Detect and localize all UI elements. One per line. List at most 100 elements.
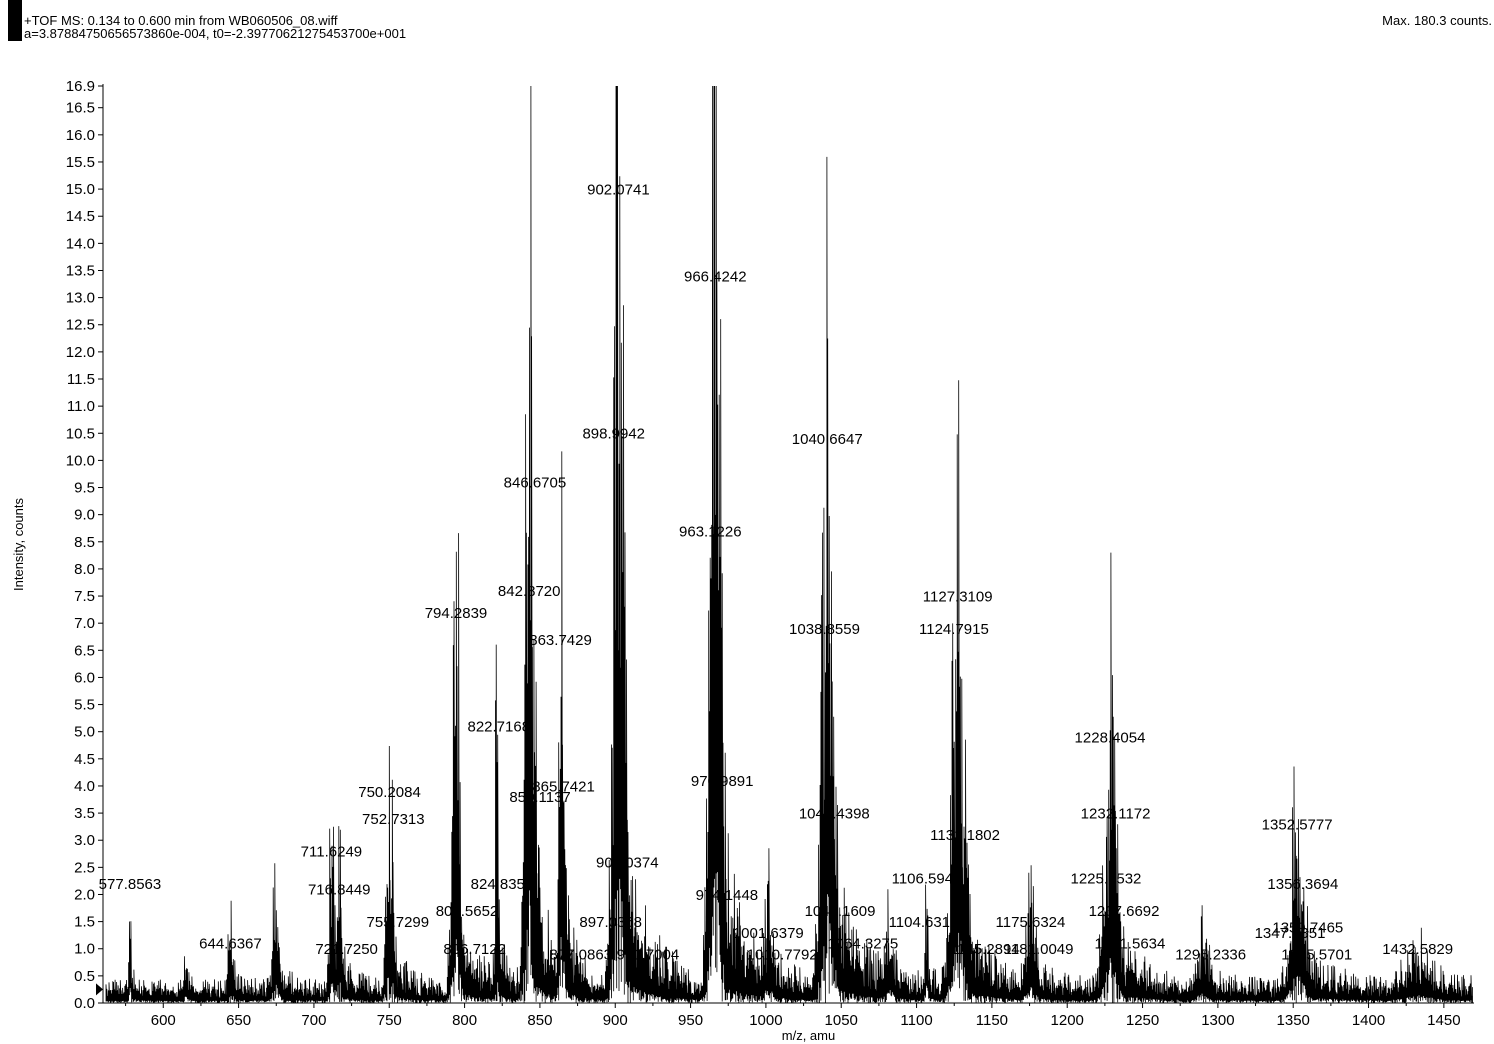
y-tick-label: 14.0: [66, 235, 95, 252]
y-tick-label: 4.0: [74, 778, 95, 795]
peak-label: 716.8449: [308, 881, 371, 898]
x-tick-label: 1050: [825, 1012, 858, 1029]
x-tick-label: 900: [603, 1012, 628, 1029]
y-tick-label: 10.0: [66, 452, 95, 469]
peak-label: 1106.5949: [892, 871, 962, 888]
x-tick-label: 1000: [749, 1012, 782, 1029]
y-tick-label: 16.5: [66, 100, 95, 117]
max-counts: Max. 180.3 counts.: [1382, 13, 1492, 28]
y-tick-label: 13.5: [66, 262, 95, 279]
y-tick-label: 9.0: [74, 507, 95, 524]
peak-label: 1038.8559: [789, 621, 860, 638]
peak-label: 842.8720: [498, 583, 561, 600]
x-tick-label: 650: [226, 1012, 251, 1029]
peak-label: 644.6367: [199, 936, 262, 953]
x-tick-label: 1450: [1427, 1012, 1460, 1029]
y-tick-label: 11.5: [67, 371, 95, 388]
peak-label: 1127.3109: [923, 588, 993, 605]
x-tick-label: 1350: [1277, 1012, 1310, 1029]
y-tick-label: 4.5: [74, 751, 95, 768]
y-tick-label: 7.5: [74, 588, 95, 605]
peak-label: 752.7313: [362, 811, 425, 828]
y-tick-label: 8.5: [74, 534, 95, 551]
y-tick-label: 8.0: [74, 561, 95, 578]
peak-label: 1175.6324: [996, 914, 1066, 931]
x-tick-label: 800: [452, 1012, 477, 1029]
peak-label: 1040.6647: [792, 431, 863, 448]
x-tick-label: 1250: [1126, 1012, 1159, 1029]
peak-label: 577.8563: [99, 876, 162, 893]
x-tick-label: 1300: [1201, 1012, 1234, 1029]
y-tick-label: 2.5: [74, 859, 95, 876]
y-tick-label: 14.5: [66, 208, 95, 225]
baseline-marker-icon: [96, 983, 103, 996]
peak-label: 970.9891: [691, 773, 754, 790]
y-tick-label: 5.5: [74, 697, 95, 714]
peak-label: 755.7299: [367, 914, 430, 931]
peak-label: 1145.2894: [950, 941, 1020, 958]
peak-label: 1347.9351: [1255, 925, 1326, 942]
peak-label: 865.7421: [532, 778, 595, 795]
y-tick-label: 7.0: [74, 615, 95, 632]
peak-label: 846.6705: [504, 475, 567, 492]
x-axis-title: m/z, amu: [782, 1028, 835, 1043]
y-tick-label: 11.0: [67, 398, 95, 415]
peak-label: 863.7429: [529, 632, 592, 649]
peak-label: 1045.4398: [799, 806, 870, 823]
y-axis-title: Intensity, counts: [11, 498, 26, 591]
x-tick-label: 1100: [900, 1012, 932, 1029]
peak-label: 1104.6319: [889, 914, 959, 931]
peak-label: 794.2839: [425, 605, 488, 622]
y-tick-label: 16.0: [66, 127, 95, 144]
spectrum-trace: [105, 85, 1473, 1004]
peak-label: 1001.6379: [733, 925, 804, 942]
y-tick-label: 16.9: [66, 78, 95, 95]
peak-label: 806.7122: [443, 941, 506, 958]
x-tick-label: 700: [301, 1012, 326, 1029]
y-tick-label: 1.5: [74, 914, 95, 931]
peak-label: 721.7250: [315, 941, 378, 958]
x-tick-label: 1150: [976, 1012, 1008, 1029]
y-tick-label: 3.5: [74, 805, 95, 822]
peak-label: 1356.3694: [1267, 876, 1338, 893]
x-tick-label: 750: [377, 1012, 402, 1029]
y-tick-label: 3.0: [74, 832, 95, 849]
y-tick-label: 6.5: [74, 642, 95, 659]
peak-label: 1241.5634: [1094, 936, 1165, 953]
y-tick-label: 12.0: [66, 344, 95, 361]
x-tick-label: 850: [527, 1012, 552, 1029]
y-tick-label: 1.0: [74, 941, 95, 958]
y-tick-label: 2.0: [74, 886, 95, 903]
peak-label: 963.1226: [679, 523, 742, 540]
y-tick-label: 5.0: [74, 724, 95, 741]
peak-label: 1295.2336: [1175, 947, 1246, 964]
y-tick-label: 13.0: [66, 290, 95, 307]
peak-label: 1237.6692: [1089, 903, 1160, 920]
y-tick-label: 0.0: [74, 995, 95, 1012]
peak-label: 1359.7465: [1272, 919, 1343, 936]
peak-label: 1232.1172: [1081, 806, 1151, 823]
peak-label: 801.5652: [436, 903, 499, 920]
peak-label: 822.7168: [467, 719, 530, 736]
peak-label: 902.0741: [587, 182, 650, 199]
y-tick-label: 0.5: [74, 968, 95, 985]
x-tick-label: 950: [678, 1012, 703, 1029]
peak-label: 974.1448: [696, 887, 759, 904]
calibration-params: a=3.87884750656573860e-004, t0=-2.397706…: [24, 26, 407, 41]
peak-label: 1124.7915: [919, 621, 989, 638]
peak-label: 850.1137: [509, 789, 570, 806]
peak-label: 1225.6532: [1070, 871, 1141, 888]
peak-label: 1064.3275: [827, 936, 898, 953]
peak-label: 1432.5829: [1382, 941, 1453, 958]
peak-label: 750.2084: [358, 784, 421, 801]
scan-title: +TOF MS: 0.134 to 0.600 min from WB06050…: [24, 13, 338, 28]
peak-label: 1181.0049: [1004, 941, 1074, 958]
peak-label: 898.9942: [582, 426, 645, 443]
peak-label: 921.7004: [617, 947, 680, 964]
window-marker-icon: [8, 0, 22, 41]
y-tick-label: 6.0: [74, 669, 95, 686]
y-tick-label: 9.5: [74, 480, 95, 497]
peak-label: 1010.7792: [747, 947, 818, 964]
